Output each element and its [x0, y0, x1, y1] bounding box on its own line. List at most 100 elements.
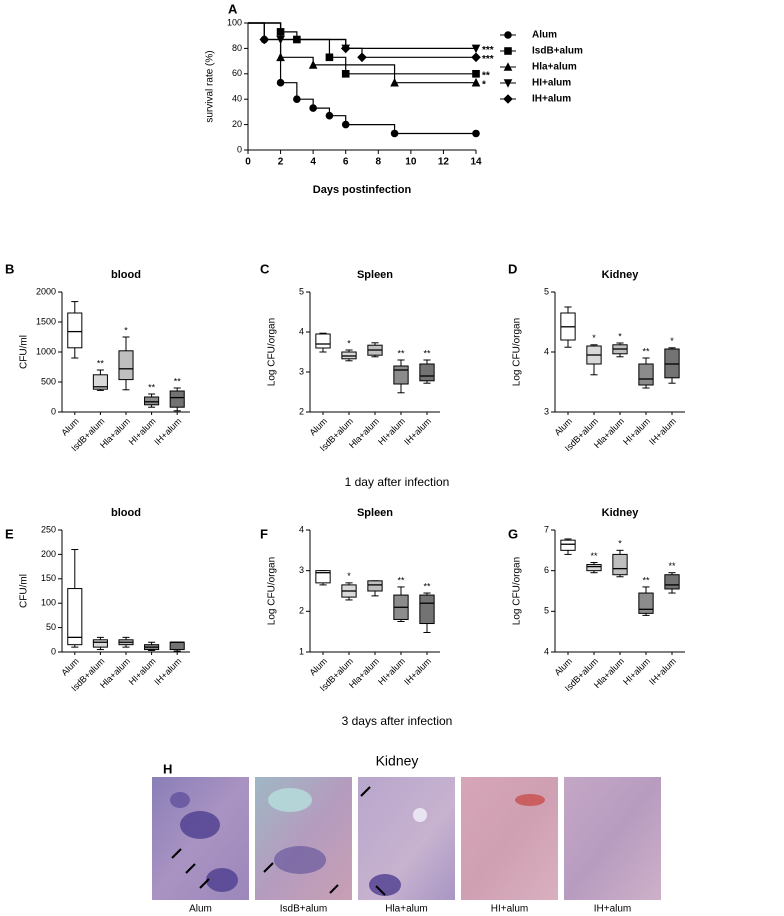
x-tick-label: 12: [438, 157, 450, 168]
significance: **: [397, 575, 405, 585]
panel-letter: B: [5, 261, 14, 276]
x-tick-label: Alum: [59, 656, 81, 678]
image-label: Alum: [189, 904, 212, 915]
marker: [503, 79, 513, 88]
marker: [276, 52, 285, 62]
box: [612, 553, 628, 576]
caption: 3 days after infection: [342, 714, 453, 728]
x-tick-label: 14: [470, 157, 482, 168]
box: [419, 594, 435, 625]
histology-title: Kidney: [376, 753, 419, 769]
y-tick-label: 5: [544, 286, 549, 296]
y-tick-label: 5: [299, 286, 304, 296]
y-tick-label: 1: [299, 646, 304, 656]
x-tick-label: 2: [278, 157, 284, 168]
panel-letter: E: [5, 526, 14, 541]
marker: [472, 70, 480, 78]
box: [144, 396, 160, 406]
x-tick-label: Alum: [308, 656, 330, 678]
arrows: [171, 786, 386, 896]
x-tick-label: 10: [405, 157, 417, 168]
x-tick-label: HI+alum: [127, 656, 158, 687]
caption: 1 day after infection: [345, 475, 450, 489]
y-tick-label: 2: [299, 406, 304, 416]
significance: *: [347, 571, 351, 581]
significance: *: [618, 331, 622, 341]
y-axis-label: Log CFU/organ: [267, 318, 278, 386]
image: [461, 777, 558, 900]
box: [67, 588, 83, 646]
x-tick-label: Alum: [59, 416, 81, 438]
y-tick-label: 200: [41, 549, 56, 559]
significance: ***: [482, 54, 494, 65]
image-detail: [413, 808, 427, 822]
y-tick-label: 40: [232, 94, 242, 104]
box: [367, 580, 383, 592]
y-tick-label: 4: [299, 524, 304, 534]
marker: [325, 111, 334, 120]
panel-title: blood: [111, 507, 141, 519]
significance: *: [618, 539, 622, 549]
survival-line: [248, 22, 476, 49]
x-tick-label: HI+alum: [621, 416, 652, 447]
y-tick-label: 250: [41, 524, 56, 534]
arrow: [185, 863, 196, 874]
significance: **: [482, 70, 490, 81]
marker: [341, 70, 350, 78]
marker: [471, 77, 481, 87]
histology-images: [152, 777, 661, 900]
marker: [325, 53, 334, 62]
significance: *: [670, 336, 674, 346]
image-label: Hla+alum: [385, 904, 428, 915]
x-tick-label: HI+alum: [127, 416, 158, 447]
box: [315, 333, 331, 349]
legend-label: Alum: [532, 30, 557, 41]
image-detail: [206, 868, 238, 892]
box: [393, 365, 409, 385]
significance: **: [423, 348, 431, 358]
box: [118, 350, 134, 381]
y-tick-label: 20: [232, 119, 242, 129]
marker: [503, 94, 513, 104]
arrow: [199, 878, 210, 889]
arrow: [171, 848, 182, 859]
box: [664, 574, 680, 590]
x-tick-label: 8: [376, 157, 382, 168]
significance: *: [592, 333, 596, 343]
marker: [503, 62, 513, 71]
y-tick-label: 3: [299, 565, 304, 575]
panel-title: Kidney: [602, 269, 640, 281]
x-tick-label: Alum: [553, 416, 575, 438]
y-tick-label: 0: [51, 406, 56, 416]
panel-title: Spleen: [357, 507, 393, 519]
y-tick-label: 0: [237, 144, 242, 154]
y-axis-label: Log CFU/organ: [512, 557, 523, 625]
arrow: [360, 786, 371, 797]
panel-letter: H: [163, 761, 172, 776]
significance: **: [148, 382, 156, 392]
legend-label: HI+alum: [532, 78, 571, 89]
y-tick-label: 2000: [36, 286, 56, 296]
significance: **: [590, 551, 598, 561]
significance: **: [174, 376, 182, 386]
y-tick-label: 60: [232, 68, 242, 78]
panel-letter: C: [260, 261, 270, 276]
marker: [471, 52, 481, 63]
x-tick-label: Alum: [553, 656, 575, 678]
x-tick-label: Alum: [308, 416, 330, 438]
marker: [504, 47, 512, 55]
y-tick-label: 100: [41, 598, 56, 608]
y-axis-label: survival rate (%): [205, 50, 216, 122]
legend-label: IH+alum: [532, 94, 571, 105]
y-tick-label: 3: [544, 406, 549, 416]
panel-title: blood: [111, 269, 141, 281]
x-axis-label: Days postinfection: [313, 184, 412, 196]
y-tick-label: 5: [544, 606, 549, 616]
legend-label: IsdB+alum: [532, 46, 583, 57]
y-tick-label: 2: [299, 606, 304, 616]
y-tick-label: 100: [227, 17, 242, 27]
y-tick-label: 50: [46, 622, 56, 632]
panel-title: Spleen: [357, 269, 393, 281]
box: [419, 363, 435, 382]
